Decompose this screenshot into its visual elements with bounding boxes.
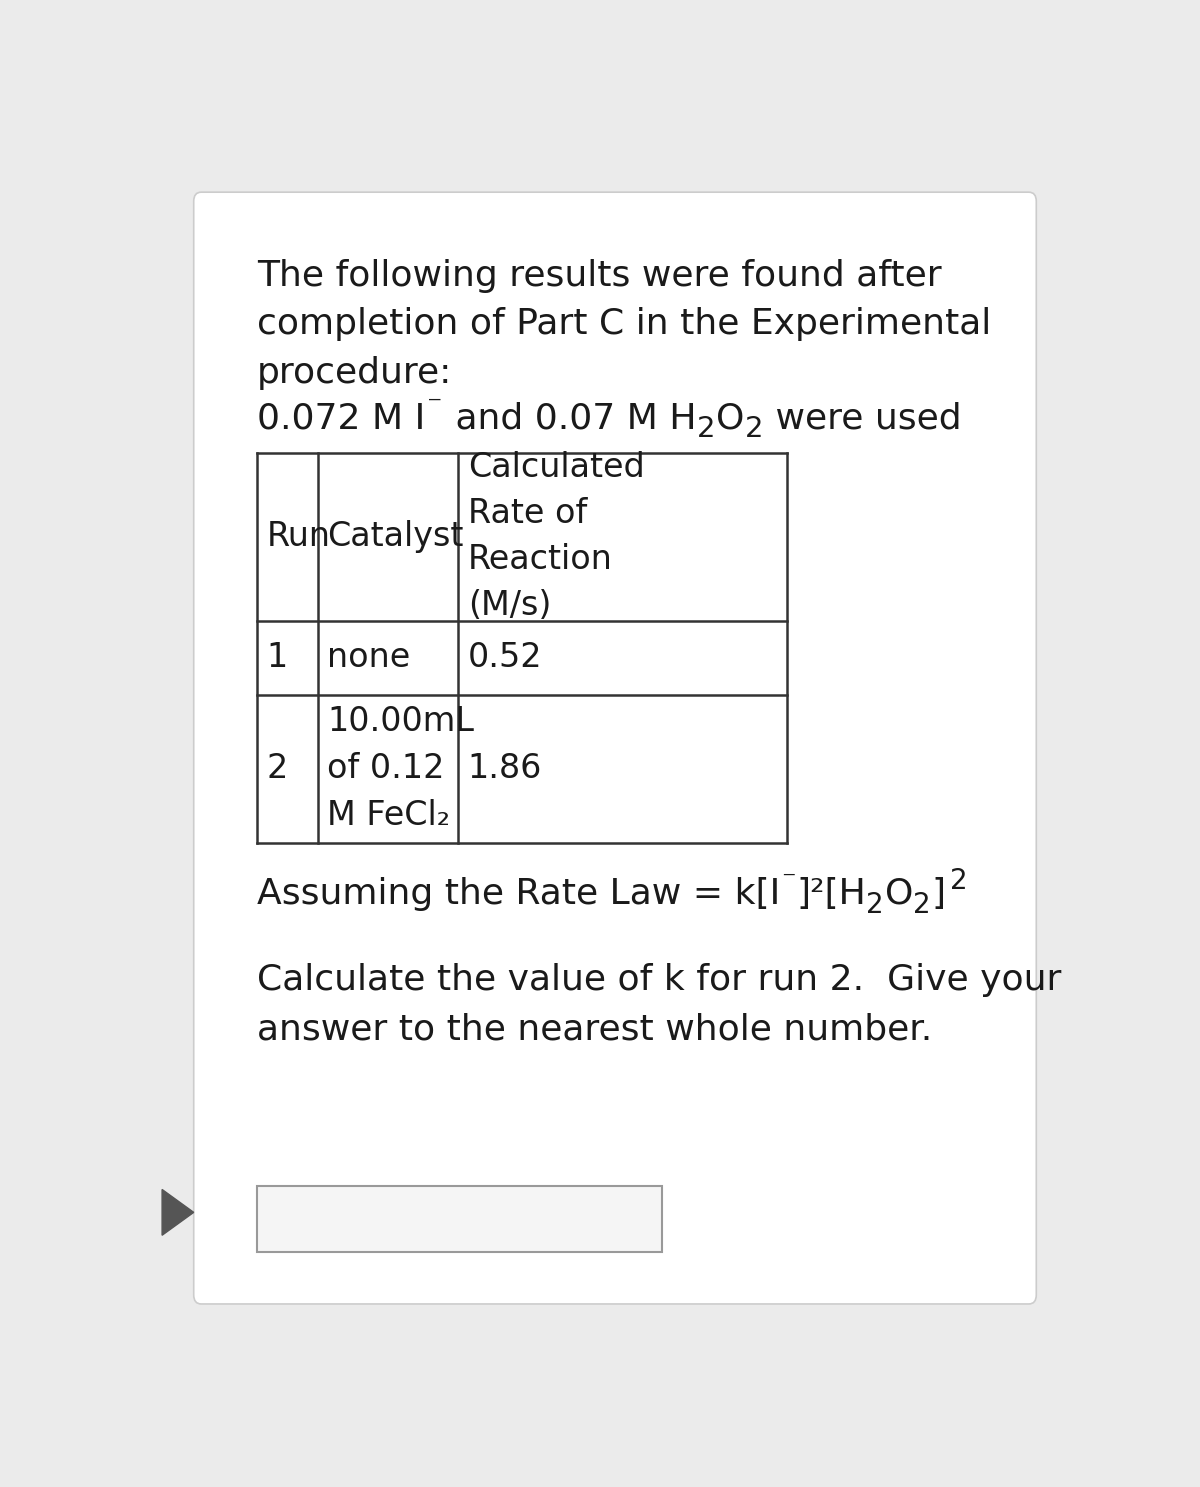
Polygon shape [162, 1190, 193, 1236]
Text: 0.072 M I: 0.072 M I [257, 401, 425, 436]
Text: 1: 1 [266, 641, 288, 674]
Text: 10.00mL
of 0.12
M FeCl₂: 10.00mL of 0.12 M FeCl₂ [328, 705, 474, 833]
Text: Assuming the Rate Law = k[I: Assuming the Rate Law = k[I [257, 877, 780, 912]
Text: The following results were found after
completion of Part C in the Experimental
: The following results were found after c… [257, 259, 991, 390]
Text: ⁻: ⁻ [781, 867, 796, 895]
Text: 2: 2 [745, 415, 763, 443]
Text: ]: ] [932, 877, 946, 912]
Text: Calculated
Rate of
Reaction
(M/s): Calculated Rate of Reaction (M/s) [468, 452, 644, 623]
Text: Catalyst: Catalyst [328, 520, 463, 553]
Text: were used: were used [764, 401, 961, 436]
Text: 1.86: 1.86 [468, 752, 542, 785]
Text: O: O [716, 401, 745, 436]
Text: ]²[H: ]²[H [797, 877, 866, 912]
Text: none: none [328, 641, 410, 674]
FancyBboxPatch shape [193, 192, 1037, 1304]
Text: 2: 2 [913, 891, 931, 919]
Text: 0.52: 0.52 [468, 641, 542, 674]
Text: 2: 2 [866, 891, 884, 919]
Text: 2: 2 [266, 752, 288, 785]
Text: Run: Run [266, 520, 330, 553]
Bar [257, 1187, 661, 1252]
Text: O: O [884, 877, 913, 912]
Text: 2: 2 [949, 867, 967, 895]
Text: Calculate the value of k for run 2.  Give your
answer to the nearest whole numbe: Calculate the value of k for run 2. Give… [257, 962, 1061, 1047]
Text: 2: 2 [697, 415, 715, 443]
Text: ⁻: ⁻ [427, 393, 443, 421]
Text: and 0.07 M H: and 0.07 M H [444, 401, 697, 436]
